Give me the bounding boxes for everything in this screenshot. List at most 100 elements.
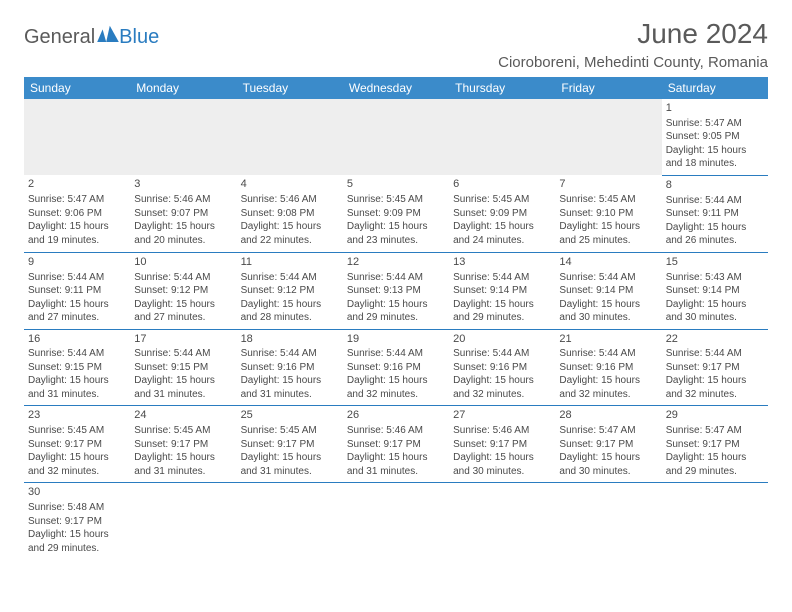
sunset-text: Sunset: 9:17 PM xyxy=(28,515,126,529)
calendar-cell xyxy=(237,483,343,559)
sunrise-text: Sunrise: 5:47 AM xyxy=(559,424,657,438)
sunset-text: Sunset: 9:06 PM xyxy=(28,207,126,221)
weekday-header: Monday xyxy=(130,77,236,99)
calendar-cell xyxy=(343,99,449,175)
sunrise-text: Sunrise: 5:45 AM xyxy=(134,424,232,438)
sunrise-text: Sunrise: 5:46 AM xyxy=(347,424,445,438)
sunrise-text: Sunrise: 5:44 AM xyxy=(347,347,445,361)
daylight-text: Daylight: 15 hours and 28 minutes. xyxy=(241,298,339,325)
calendar-cell: 23Sunrise: 5:45 AMSunset: 9:17 PMDayligh… xyxy=(24,406,130,483)
logo-text-general: General xyxy=(24,26,95,49)
calendar-cell xyxy=(237,99,343,175)
calendar-table: Sunday Monday Tuesday Wednesday Thursday… xyxy=(24,77,768,559)
calendar-cell: 7Sunrise: 5:45 AMSunset: 9:10 PMDaylight… xyxy=(555,175,661,252)
calendar-cell: 13Sunrise: 5:44 AMSunset: 9:14 PMDayligh… xyxy=(449,252,555,329)
day-number: 25 xyxy=(241,408,339,423)
weekday-header-row: Sunday Monday Tuesday Wednesday Thursday… xyxy=(24,77,768,99)
daylight-text: Daylight: 15 hours and 31 minutes. xyxy=(28,374,126,401)
logo: General Blue xyxy=(24,24,159,50)
day-number: 3 xyxy=(134,177,232,192)
daylight-text: Daylight: 15 hours and 23 minutes. xyxy=(347,220,445,247)
sunrise-text: Sunrise: 5:44 AM xyxy=(666,194,764,208)
sunrise-text: Sunrise: 5:44 AM xyxy=(559,347,657,361)
daylight-text: Daylight: 15 hours and 31 minutes. xyxy=(134,374,232,401)
day-number: 18 xyxy=(241,332,339,347)
daylight-text: Daylight: 15 hours and 30 minutes. xyxy=(559,298,657,325)
daylight-text: Daylight: 15 hours and 24 minutes. xyxy=(453,220,551,247)
calendar-cell: 27Sunrise: 5:46 AMSunset: 9:17 PMDayligh… xyxy=(449,406,555,483)
sunset-text: Sunset: 9:17 PM xyxy=(666,438,764,452)
daylight-text: Daylight: 15 hours and 22 minutes. xyxy=(241,220,339,247)
day-number: 30 xyxy=(28,485,126,500)
sunset-text: Sunset: 9:16 PM xyxy=(453,361,551,375)
sunset-text: Sunset: 9:08 PM xyxy=(241,207,339,221)
calendar-cell: 4Sunrise: 5:46 AMSunset: 9:08 PMDaylight… xyxy=(237,175,343,252)
sunrise-text: Sunrise: 5:44 AM xyxy=(134,347,232,361)
logo-mark-icon xyxy=(97,24,119,42)
logo-text-blue: Blue xyxy=(119,26,159,49)
day-number: 6 xyxy=(453,177,551,192)
calendar-cell: 28Sunrise: 5:47 AMSunset: 9:17 PMDayligh… xyxy=(555,406,661,483)
day-number: 12 xyxy=(347,255,445,270)
daylight-text: Daylight: 15 hours and 32 minutes. xyxy=(347,374,445,401)
daylight-text: Daylight: 15 hours and 31 minutes. xyxy=(241,374,339,401)
day-number: 21 xyxy=(559,332,657,347)
calendar-cell xyxy=(130,483,236,559)
calendar-cell: 29Sunrise: 5:47 AMSunset: 9:17 PMDayligh… xyxy=(662,406,768,483)
sunset-text: Sunset: 9:10 PM xyxy=(559,207,657,221)
sunset-text: Sunset: 9:14 PM xyxy=(666,284,764,298)
sunset-text: Sunset: 9:15 PM xyxy=(28,361,126,375)
calendar-cell: 20Sunrise: 5:44 AMSunset: 9:16 PMDayligh… xyxy=(449,329,555,406)
daylight-text: Daylight: 15 hours and 32 minutes. xyxy=(453,374,551,401)
sunrise-text: Sunrise: 5:45 AM xyxy=(28,424,126,438)
day-number: 20 xyxy=(453,332,551,347)
calendar-cell: 11Sunrise: 5:44 AMSunset: 9:12 PMDayligh… xyxy=(237,252,343,329)
sunrise-text: Sunrise: 5:44 AM xyxy=(28,271,126,285)
daylight-text: Daylight: 15 hours and 30 minutes. xyxy=(453,451,551,478)
daylight-text: Daylight: 15 hours and 30 minutes. xyxy=(666,298,764,325)
day-number: 7 xyxy=(559,177,657,192)
calendar-cell: 3Sunrise: 5:46 AMSunset: 9:07 PMDaylight… xyxy=(130,175,236,252)
day-number: 22 xyxy=(666,332,764,347)
sunset-text: Sunset: 9:12 PM xyxy=(134,284,232,298)
sunset-text: Sunset: 9:05 PM xyxy=(666,130,764,144)
day-number: 27 xyxy=(453,408,551,423)
weekday-header: Sunday xyxy=(24,77,130,99)
daylight-text: Daylight: 15 hours and 20 minutes. xyxy=(134,220,232,247)
daylight-text: Daylight: 15 hours and 27 minutes. xyxy=(134,298,232,325)
calendar-cell xyxy=(343,483,449,559)
sunset-text: Sunset: 9:16 PM xyxy=(559,361,657,375)
calendar-cell: 9Sunrise: 5:44 AMSunset: 9:11 PMDaylight… xyxy=(24,252,130,329)
daylight-text: Daylight: 15 hours and 19 minutes. xyxy=(28,220,126,247)
sunset-text: Sunset: 9:15 PM xyxy=(134,361,232,375)
calendar-cell xyxy=(555,483,661,559)
calendar-cell: 19Sunrise: 5:44 AMSunset: 9:16 PMDayligh… xyxy=(343,329,449,406)
sunrise-text: Sunrise: 5:44 AM xyxy=(666,347,764,361)
weekday-header: Thursday xyxy=(449,77,555,99)
header: General Blue June 2024 Cioroboreni, Mehe… xyxy=(24,18,768,71)
daylight-text: Daylight: 15 hours and 32 minutes. xyxy=(666,374,764,401)
sunset-text: Sunset: 9:14 PM xyxy=(559,284,657,298)
sunrise-text: Sunrise: 5:44 AM xyxy=(241,271,339,285)
sunset-text: Sunset: 9:11 PM xyxy=(666,207,764,221)
daylight-text: Daylight: 15 hours and 18 minutes. xyxy=(666,144,764,171)
day-number: 10 xyxy=(134,255,232,270)
calendar-cell: 8Sunrise: 5:44 AMSunset: 9:11 PMDaylight… xyxy=(662,175,768,252)
calendar-cell: 15Sunrise: 5:43 AMSunset: 9:14 PMDayligh… xyxy=(662,252,768,329)
calendar-cell: 18Sunrise: 5:44 AMSunset: 9:16 PMDayligh… xyxy=(237,329,343,406)
day-number: 8 xyxy=(666,178,764,193)
day-number: 14 xyxy=(559,255,657,270)
sunset-text: Sunset: 9:11 PM xyxy=(28,284,126,298)
sunrise-text: Sunrise: 5:44 AM xyxy=(28,347,126,361)
weekday-header: Wednesday xyxy=(343,77,449,99)
daylight-text: Daylight: 15 hours and 32 minutes. xyxy=(559,374,657,401)
sunset-text: Sunset: 9:14 PM xyxy=(453,284,551,298)
weekday-header: Saturday xyxy=(662,77,768,99)
sunrise-text: Sunrise: 5:46 AM xyxy=(241,193,339,207)
daylight-text: Daylight: 15 hours and 29 minutes. xyxy=(453,298,551,325)
month-title: June 2024 xyxy=(498,18,768,50)
calendar-cell xyxy=(449,99,555,175)
daylight-text: Daylight: 15 hours and 31 minutes. xyxy=(241,451,339,478)
sunset-text: Sunset: 9:17 PM xyxy=(134,438,232,452)
sunset-text: Sunset: 9:16 PM xyxy=(241,361,339,375)
